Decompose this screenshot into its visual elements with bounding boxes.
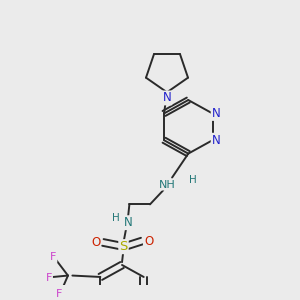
- Text: H: H: [189, 176, 196, 185]
- Text: S: S: [119, 240, 128, 253]
- Text: N: N: [212, 134, 220, 147]
- Text: H: H: [112, 214, 120, 224]
- Text: N: N: [163, 92, 171, 104]
- Text: N: N: [212, 107, 220, 120]
- Text: F: F: [56, 289, 62, 299]
- Text: O: O: [144, 235, 153, 248]
- Text: F: F: [50, 252, 56, 262]
- Text: O: O: [91, 236, 100, 249]
- Text: F: F: [46, 273, 52, 284]
- Text: N: N: [124, 216, 132, 229]
- Text: NH: NH: [159, 180, 176, 190]
